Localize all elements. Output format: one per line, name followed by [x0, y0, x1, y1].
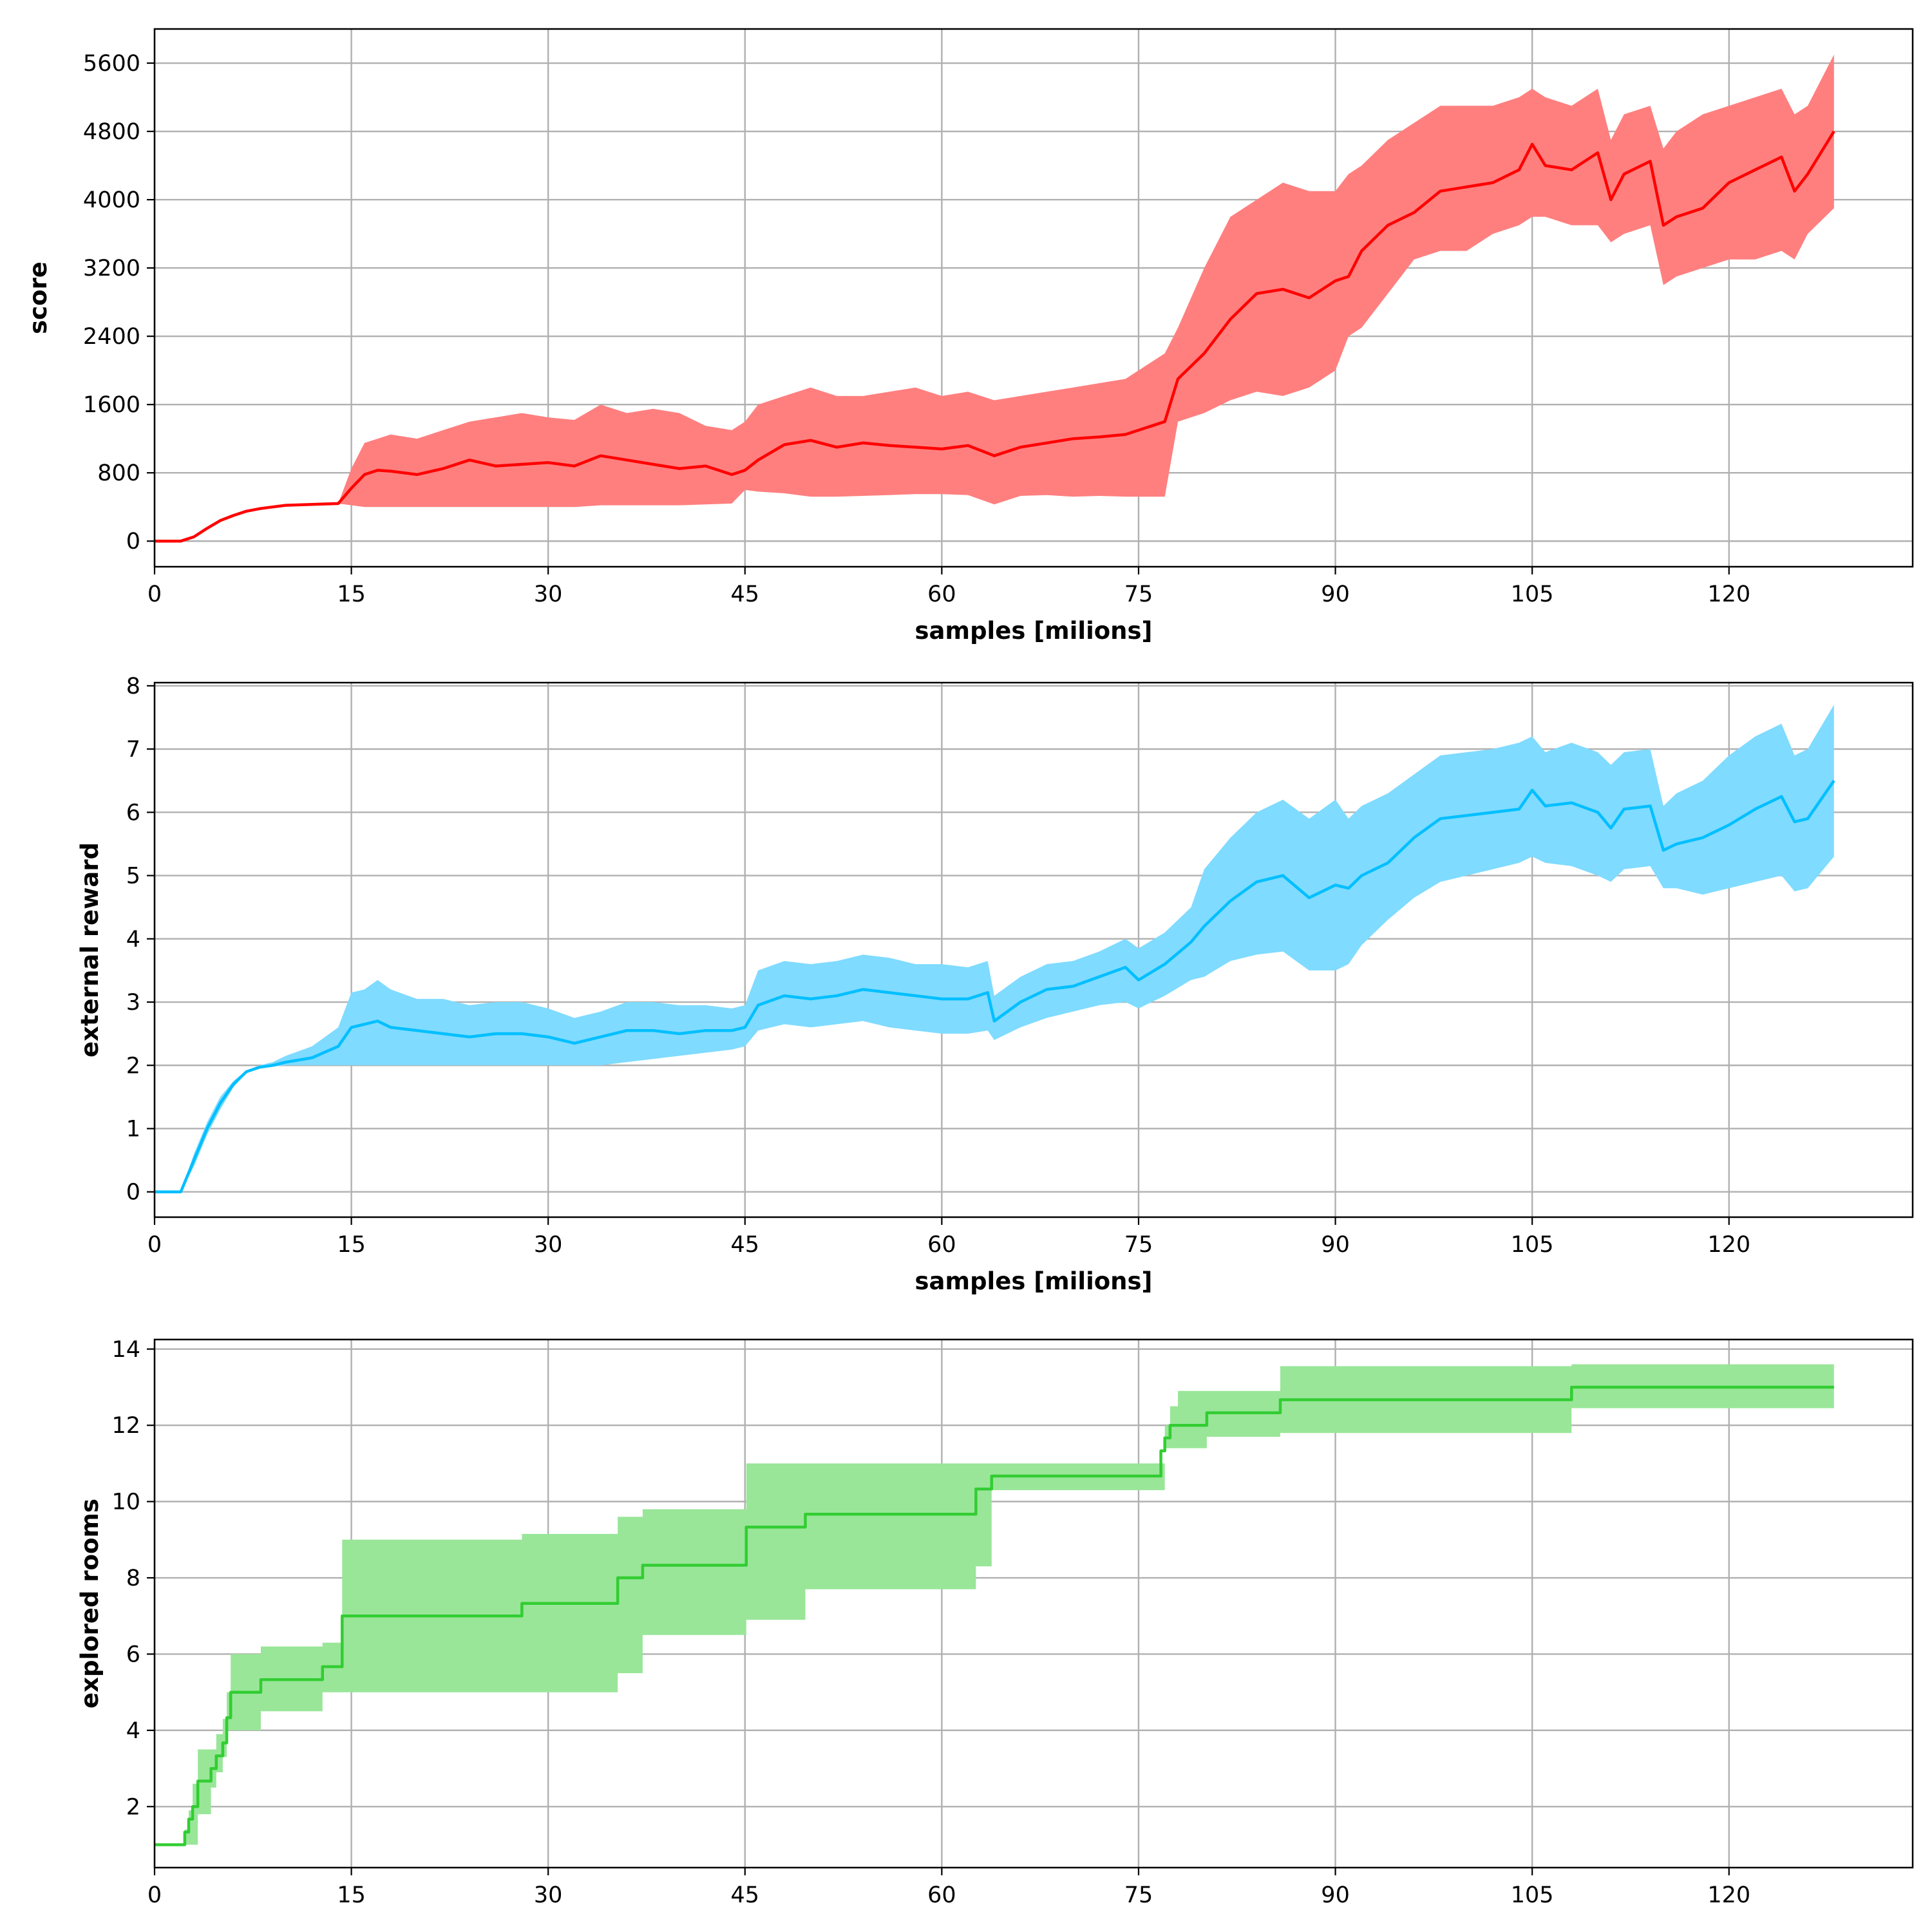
reward-x-tick-label: 0: [147, 1232, 162, 1258]
reward-y-tick-label: 7: [126, 737, 140, 762]
score-y-tick-label: 800: [97, 460, 140, 486]
rooms-x-tick-label: 75: [1124, 1882, 1153, 1908]
score-x-tick-label: 60: [927, 582, 956, 607]
rooms-x-tick-label: 15: [337, 1882, 366, 1908]
reward-x-tick-label: 75: [1124, 1232, 1153, 1258]
rooms-y-tick-label: 6: [126, 1642, 140, 1667]
rooms-y-tick-label: 14: [111, 1337, 140, 1363]
rooms-y-tick-label: 2: [126, 1794, 140, 1820]
score-y-tick-label: 4800: [83, 119, 140, 145]
rooms-y-tick-label: 8: [126, 1566, 140, 1591]
rooms-x-tick-label: 90: [1321, 1882, 1350, 1908]
rooms-x-tick-label: 60: [927, 1882, 956, 1908]
score-chart: 0 15 30 45 60 75 90 105 120 0 800 1600 2400 3200 4000 4…: [24, 28, 1914, 645]
reward-y-tick-label: 6: [126, 800, 140, 826]
score-y-tick-label: 0: [126, 529, 140, 554]
rooms-x-tick-label: 30: [534, 1882, 563, 1908]
score-y-tick-label: 1600: [83, 392, 140, 418]
reward-axes-frame: [153, 681, 1914, 1218]
score-mean-line: [155, 130, 1835, 543]
reward-x-axis-title: samples [milions]: [915, 1267, 1153, 1295]
rooms-y-tick-label: 4: [126, 1718, 140, 1744]
score-x-tick-label: 15: [337, 582, 366, 607]
reward-y-axis-title: external reward: [76, 842, 104, 1057]
reward-x-tick-label: 60: [927, 1232, 956, 1258]
reward-y-tick-label: 3: [126, 990, 140, 1016]
score-x-tick-label: 0: [147, 582, 162, 607]
rooms-x-tick-label: 45: [731, 1882, 760, 1908]
score-confidence-band: [155, 54, 1834, 542]
score-x-tick-label: 30: [534, 582, 563, 607]
score-x-tick-label: 75: [1124, 582, 1153, 607]
reward-y-tick-label: 1: [126, 1116, 140, 1142]
score-x-tick-label: 45: [731, 582, 760, 607]
score-y-tick-label: 5600: [83, 51, 140, 77]
score-y-tick-label: 4000: [83, 187, 140, 213]
reward-confidence-band: [155, 705, 1834, 1192]
rooms-mean-line: [155, 1385, 1834, 1846]
reward-x-tick-label: 120: [1707, 1232, 1750, 1258]
rooms-y-tick-label: 10: [111, 1490, 140, 1515]
score-y-tick-label: 3200: [83, 256, 140, 281]
score-x-tick-label: 105: [1511, 582, 1554, 607]
reward-y-tick-label: 8: [126, 674, 140, 699]
reward-mean-line: [155, 779, 1835, 1193]
reward-x-tick-label: 30: [534, 1232, 563, 1258]
reward-x-tick-label: 105: [1511, 1232, 1554, 1258]
reward-x-tick-label: 15: [337, 1232, 366, 1258]
reward-y-tick-label: 4: [126, 927, 140, 952]
reward-y-tick-label: 5: [126, 864, 140, 889]
score-y-tick-label: 2400: [83, 324, 140, 350]
score-y-axis-title: score: [24, 261, 52, 334]
rooms-x-tick-label: 105: [1511, 1882, 1554, 1908]
rooms-axes-frame: [153, 1338, 1914, 1869]
score-x-tick-label: 120: [1707, 582, 1750, 607]
rooms-y-axis-title: explored rooms: [76, 1499, 104, 1709]
rooms-chart: 0 15 30 45 60 75 90 105 120 2 4 6 8 10 12 14 explored ro…: [76, 1337, 1914, 1908]
rooms-y-tick-label: 12: [111, 1413, 140, 1439]
reward-x-tick-label: 90: [1321, 1232, 1350, 1258]
rooms-x-tick-label: 120: [1707, 1882, 1750, 1908]
score-axes-frame: [153, 28, 1914, 568]
score-x-axis-title: samples [milions]: [915, 617, 1153, 645]
score-x-tick-label: 90: [1321, 582, 1350, 607]
rooms-x-tick-label: 0: [147, 1882, 162, 1908]
reward-x-tick-label: 45: [731, 1232, 760, 1258]
reward-y-tick-label: 2: [126, 1053, 140, 1079]
reward-y-tick-label: 0: [126, 1180, 140, 1206]
rooms-confidence-band: [155, 1364, 1834, 1845]
